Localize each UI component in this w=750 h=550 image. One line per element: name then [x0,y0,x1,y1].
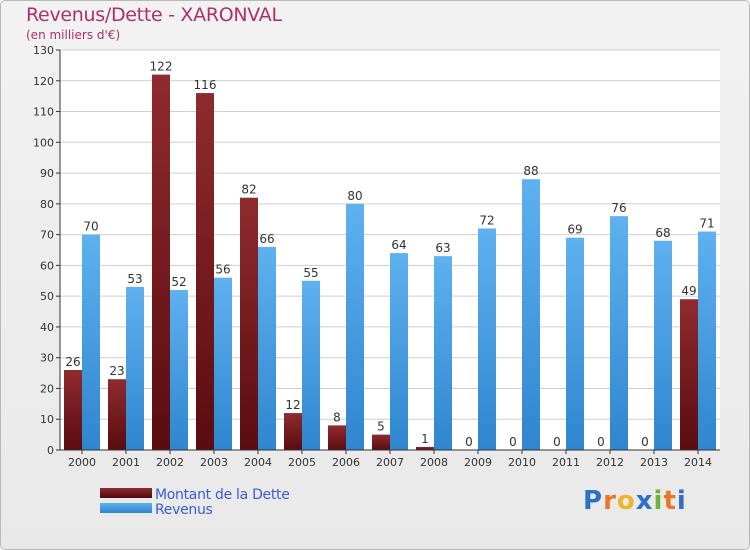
y-tick-label: 20 [40,382,54,395]
revenue-bar [82,234,100,450]
revenue-value-label: 55 [303,266,318,280]
revenue-bar [170,290,188,450]
proxiti-logo: Proxiti [583,486,687,516]
x-tick-label: 2003 [200,456,228,469]
logo-letter: P [583,486,604,516]
logo-letter: i [676,486,687,516]
revenue-bar [434,256,452,450]
logo-letter: r [603,486,617,516]
y-tick-label: 40 [40,321,54,334]
revenue-value-label: 69 [567,223,582,237]
debt-bar [416,446,434,450]
logo-letter: i [653,486,664,516]
x-tick-label: 2000 [68,456,96,469]
debt-value-label: 26 [65,355,80,369]
x-tick-label: 2006 [332,456,360,469]
debt-value-label: 23 [109,364,124,378]
y-tick-label: 30 [40,352,54,365]
x-tick-label: 2007 [376,456,404,469]
x-tick-label: 2005 [288,456,316,469]
y-tick-label: 130 [33,44,54,57]
x-tick-label: 2011 [552,456,580,469]
revenue-bar [258,246,276,450]
x-tick-label: 2008 [420,456,448,469]
debt-value-label: 5 [377,420,385,434]
debt-bar [152,74,170,450]
revenue-value-label: 70 [83,220,98,234]
y-tick-label: 70 [40,229,54,242]
x-tick-label: 2014 [684,456,712,469]
x-tick-label: 2013 [640,456,668,469]
revenue-bar [346,203,364,450]
logo-letter: x [635,486,654,516]
debt-bar [196,93,214,451]
debt-value-label: 0 [597,435,605,449]
y-tick-label: 120 [33,75,54,88]
revenue-value-label: 66 [259,232,274,246]
revenue-bar [566,237,584,450]
debt-value-label: 8 [333,410,341,424]
y-tick-label: 80 [40,198,54,211]
y-tick-label: 110 [33,106,54,119]
x-tick-label: 2001 [112,456,140,469]
debt-value-label: 1 [421,432,429,446]
revenue-value-label: 56 [215,263,230,277]
logo-letter: t [663,486,677,516]
y-tick-label: 100 [33,136,54,149]
x-tick-label: 2012 [596,456,624,469]
revenue-bar [654,240,672,450]
debt-value-label: 12 [285,398,300,412]
debt-value-label: 49 [681,284,696,298]
debt-bar [108,379,126,450]
debt-bar [240,197,258,450]
revenue-value-label: 64 [391,238,406,252]
revenue-bar [698,231,716,450]
debt-value-label: 122 [150,60,173,74]
legend-label-revenue: Revenus [155,502,213,518]
debt-bar [328,425,346,450]
revenue-value-label: 76 [611,201,626,215]
revenue-bar [522,179,540,450]
revenue-bar [610,216,628,450]
debt-value-label: 0 [553,435,561,449]
debt-bar [680,299,698,450]
revenue-value-label: 53 [127,272,142,286]
revenue-value-label: 80 [347,189,362,203]
debt-bar [64,370,82,450]
revenue-value-label: 52 [171,275,186,289]
revenue-value-label: 71 [699,217,714,231]
legend-swatch-debt [100,488,152,498]
debt-value-label: 0 [641,435,649,449]
debt-value-label: 0 [509,435,517,449]
debt-bar [284,413,302,450]
revenue-value-label: 72 [479,213,494,227]
y-tick-label: 60 [40,259,54,272]
revenue-bar [302,280,320,450]
debt-value-label: 0 [465,435,473,449]
revenue-value-label: 68 [655,226,670,240]
revenue-bar [478,228,496,450]
x-tick-label: 2009 [464,456,492,469]
legend-label-debt: Montant de la Dette [155,487,290,503]
debt-value-label: 82 [241,183,256,197]
x-tick-label: 2010 [508,456,536,469]
legend-swatch-revenue [100,503,152,513]
y-tick-label: 50 [40,290,54,303]
y-tick-label: 90 [40,167,54,180]
debt-value-label: 116 [194,78,217,92]
revenue-value-label: 63 [435,241,450,255]
debt-bar [372,434,390,450]
y-tick-label: 10 [40,413,54,426]
y-tick-label: 0 [47,444,54,457]
chart-subtitle: (en milliers d'€) [26,28,121,42]
revenue-bar [390,253,408,450]
logo-letter: o [616,486,636,516]
chart-title: Revenus/Dette - XARONVAL [26,4,282,26]
x-tick-label: 2002 [156,456,184,469]
revenue-bar [126,286,144,450]
revenue-value-label: 88 [523,164,538,178]
revenue-bar [214,277,232,450]
x-tick-label: 2004 [244,456,272,469]
